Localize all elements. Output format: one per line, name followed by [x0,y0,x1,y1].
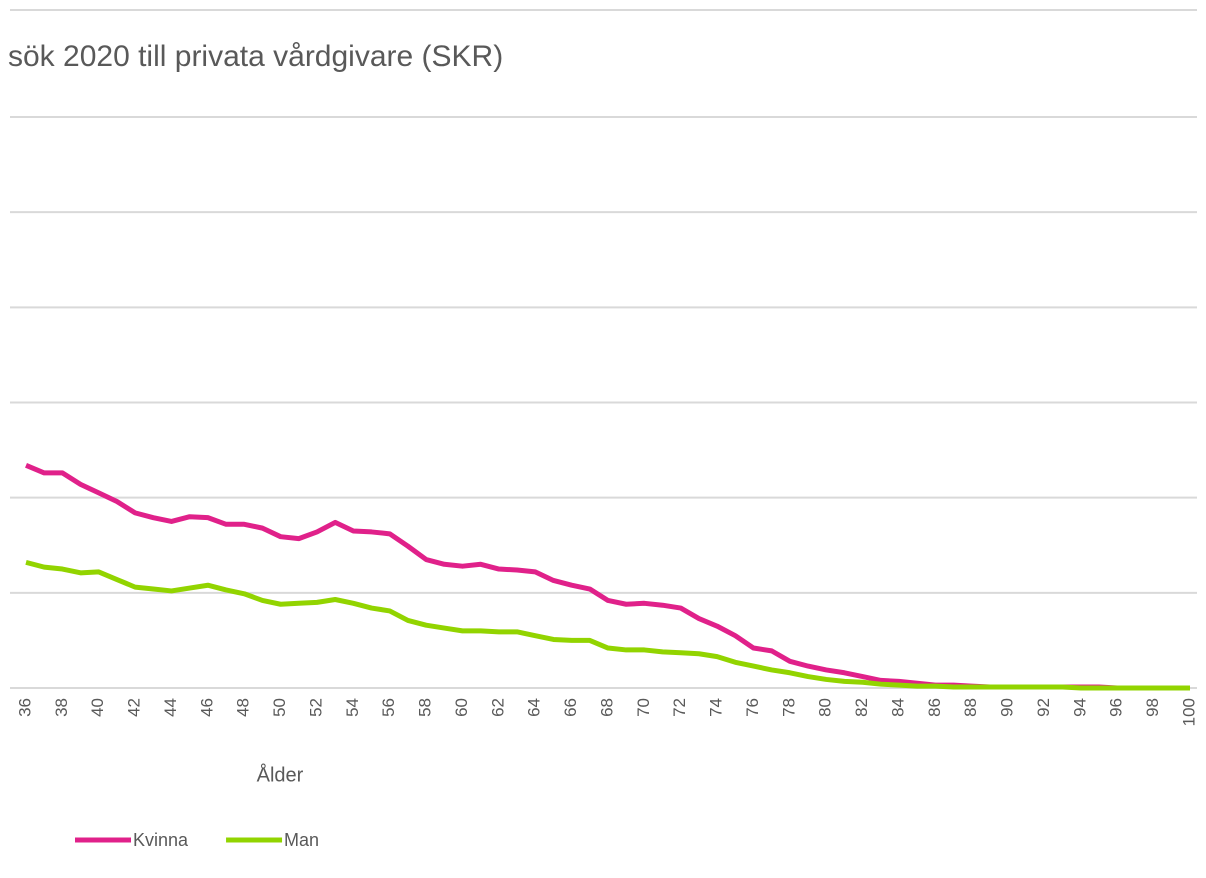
series-line [25,463,1190,691]
x-tick-label: 62 [488,698,507,717]
legend-label: Kvinna [133,830,189,850]
x-tick-label: 42 [125,698,144,717]
x-tick-label: 44 [161,698,180,717]
x-tick-label: 76 [743,698,762,717]
x-tick-label: 36 [15,698,34,717]
x-tick-label: 38 [52,698,71,717]
chart-title: sök 2020 till privata vårdgivare (SKR) [8,40,503,73]
x-tick-label: 40 [88,698,107,717]
x-tick-label: 78 [779,698,798,717]
x-tick-label: 58 [416,698,435,717]
x-tick-label: 98 [1143,698,1162,717]
x-tick-label: 80 [816,698,835,717]
x-tick-label: 66 [561,698,580,717]
x-tick-label: 96 [1107,698,1126,717]
x-tick-label: 70 [634,698,653,717]
x-tick-label: 74 [707,698,726,717]
legend-label: Man [284,830,319,850]
x-tick-label: 52 [306,698,325,717]
x-tick-label: 88 [961,698,980,717]
x-tick-label: 84 [888,698,907,717]
x-tick-label: 100 [1179,698,1198,726]
x-tick-label: 72 [670,698,689,717]
x-tick-label: 54 [343,698,362,717]
x-axis-label: Ålder [257,763,304,786]
x-tick-label: 82 [852,698,871,717]
x-tick-label: 90 [998,698,1017,717]
x-tick-label: 48 [234,698,253,717]
x-tick-label: 68 [597,698,616,717]
x-tick-label: 64 [525,698,544,717]
x-tick-label: 56 [379,698,398,717]
x-tick-label: 94 [1070,698,1089,717]
x-tick-label: 92 [1034,698,1053,717]
x-tick-label: 60 [452,698,471,717]
x-tick-label: 50 [270,698,289,717]
series-line [25,559,1190,691]
x-tick-label: 46 [197,698,216,717]
x-tick-label: 86 [925,698,944,717]
